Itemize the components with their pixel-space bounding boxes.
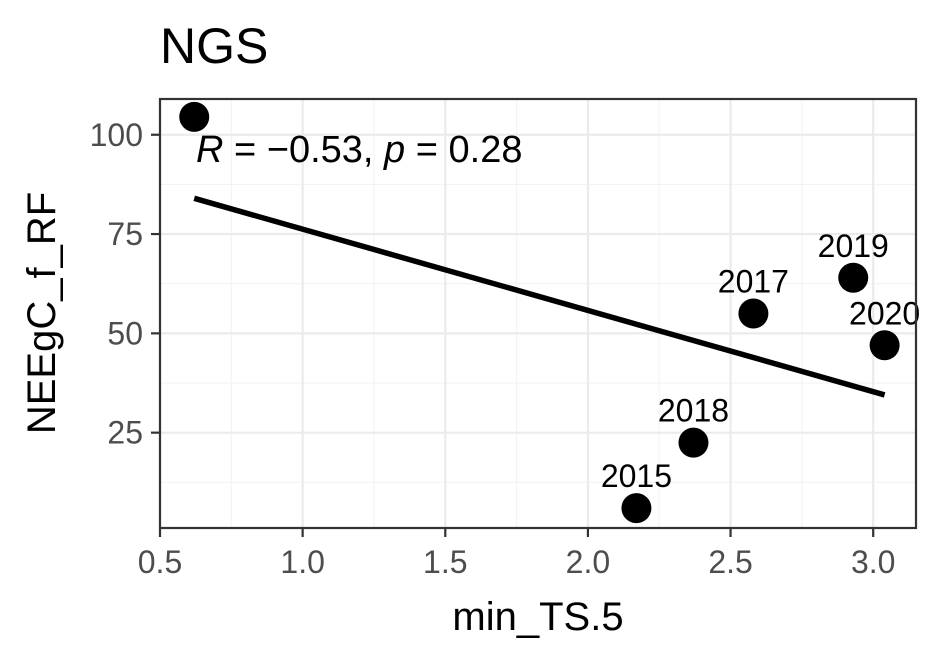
data-point — [738, 298, 769, 329]
point-labels: 2015 2017 2018 2019 2020 — [601, 228, 920, 494]
r-value: −0.53 — [267, 129, 363, 171]
point-label: 2017 — [718, 264, 789, 300]
data-points — [179, 101, 900, 524]
p-value: 0.28 — [449, 129, 523, 171]
x-tick-label: 2.5 — [708, 544, 752, 580]
x-tick-label: 1.5 — [423, 544, 467, 580]
data-point — [869, 330, 900, 361]
data-point — [678, 427, 709, 458]
r-equals: = — [223, 129, 266, 171]
data-point — [179, 101, 210, 132]
y-axis-title: NEEgC_f_RF — [20, 192, 64, 434]
point-label: 2020 — [849, 295, 920, 331]
y-tick-label: 100 — [90, 117, 143, 153]
r-symbol: R — [196, 129, 223, 171]
point-label: 2015 — [601, 458, 672, 494]
x-tick-label: 0.5 — [138, 544, 182, 580]
panel-background — [160, 99, 916, 528]
data-point — [838, 262, 869, 293]
data-point — [621, 493, 652, 524]
x-tick-label: 3.0 — [851, 544, 895, 580]
point-label: 2019 — [818, 228, 889, 264]
x-tick-label: 2.0 — [566, 544, 610, 580]
regression-line — [193, 195, 886, 398]
point-label: 2018 — [658, 393, 729, 429]
y-tick-label: 50 — [107, 315, 143, 351]
y-tick-label: 25 — [107, 415, 143, 451]
p-symbol: p — [383, 129, 405, 171]
x-tick-label: 1.0 — [280, 544, 324, 580]
correlation-annotation: R = −0.53, p = 0.28 — [196, 129, 522, 171]
x-axis-title: min_TS.5 — [452, 595, 623, 639]
panel-border — [158, 97, 918, 530]
x-axis: 0.5 1.0 1.5 2.0 2.5 3.0 — [138, 528, 895, 580]
annotation-separator: , — [363, 129, 384, 171]
y-axis: 25 50 75 100 — [90, 117, 160, 451]
y-tick-label: 75 — [107, 216, 143, 252]
regression-line-group — [193, 195, 886, 398]
plot-panel: 2015 2017 2018 2019 2020 R = −0.53, p = 0.28 — [158, 97, 920, 530]
chart-title: NGS — [160, 18, 268, 74]
p-equals: = — [405, 129, 448, 171]
